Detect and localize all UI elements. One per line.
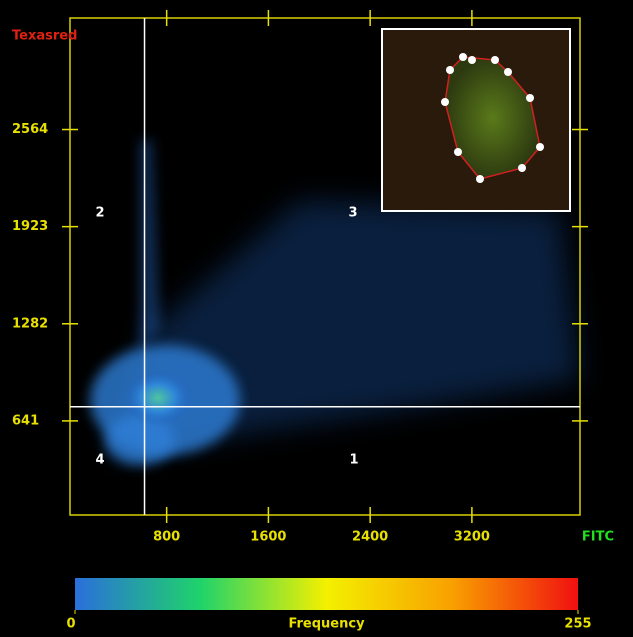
quadrant-label: 1	[349, 453, 358, 468]
quadrant-label: 4	[95, 453, 104, 468]
x-tick-label: 800	[153, 530, 180, 545]
x-tick-label: 1600	[250, 530, 286, 545]
y-axis-label: Texasred	[12, 29, 77, 44]
y-tick-label: 1923	[12, 219, 48, 234]
colorbar-label: Frequency	[288, 617, 365, 632]
roi-handles	[441, 53, 544, 183]
inset-image	[381, 28, 571, 212]
x-tick-label: 3200	[454, 530, 490, 545]
colorbar-tick-label: 255	[564, 617, 591, 632]
x-axis-label: FITC	[582, 530, 614, 545]
colorbar-tick-label: 0	[66, 617, 75, 632]
colorbar	[75, 578, 578, 610]
x-tick-label: 2400	[352, 530, 388, 545]
y-tick-label: 1282	[12, 316, 48, 331]
y-tick-label: 2564	[12, 122, 48, 137]
plot-frame	[69, 17, 581, 516]
quadrant-label: 3	[348, 206, 357, 221]
y-tick-label: 641	[12, 413, 39, 428]
quadrant-label: 2	[95, 206, 104, 221]
